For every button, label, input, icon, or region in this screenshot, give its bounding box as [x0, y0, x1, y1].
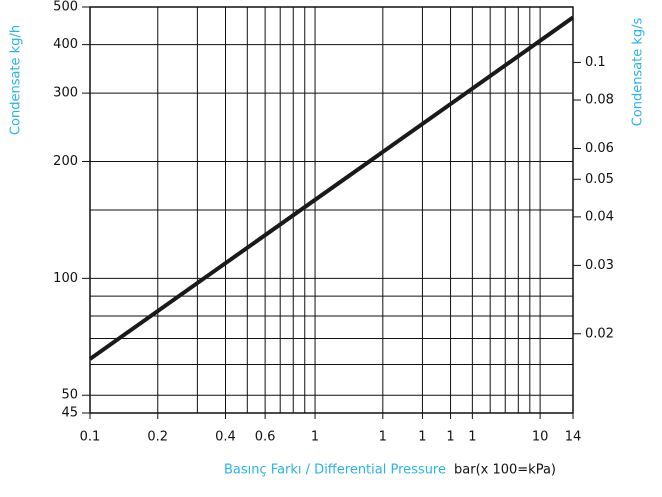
x-tick-label: 10 [532, 430, 549, 445]
y2-tick-label: 0.04 [585, 209, 614, 224]
y-tick-label: 300 [53, 86, 78, 101]
x-tick-label: 1 [446, 430, 454, 445]
y2-tick-label: 0.08 [585, 93, 614, 108]
x-tick-label: 1 [379, 430, 387, 445]
x-axis-title: Basınç Farkı / Differential Pressure [224, 463, 446, 478]
y-tick-label: 50 [61, 388, 78, 403]
x-tick-label: 14 [565, 430, 582, 445]
y2-tick-label: 0.03 [585, 258, 614, 273]
x-tick-label: 0.2 [147, 430, 168, 445]
y-tick-label: 45 [61, 406, 78, 421]
x-tick-label: 0.1 [80, 430, 101, 445]
x-tick-label: 0.6 [255, 430, 276, 445]
y-tick-label: 200 [53, 154, 78, 169]
x-tick-label: 1 [418, 430, 426, 445]
y2-axis-title: Condensate kg/s [631, 17, 646, 126]
y2-tick-label: 0.1 [585, 55, 606, 70]
y2-tick-label: 0.06 [585, 141, 614, 156]
y-tick-label: 400 [53, 37, 78, 52]
x-tick-label: 1 [468, 430, 476, 445]
y2-tick-label: 0.05 [585, 172, 614, 187]
x-axis-unit: bar(x 100=kPa) [454, 463, 556, 478]
data-line [88, 15, 575, 361]
plot-frame [89, 6, 574, 414]
y-tick-label: 500 [53, 0, 78, 15]
y-tick-label: 100 [53, 271, 78, 286]
y-axis-title: Condensate kg/h [9, 25, 24, 135]
x-tick-label: 1 [311, 430, 319, 445]
y2-tick-label: 0.02 [585, 326, 614, 341]
x-tick-label: 0.4 [215, 430, 236, 445]
